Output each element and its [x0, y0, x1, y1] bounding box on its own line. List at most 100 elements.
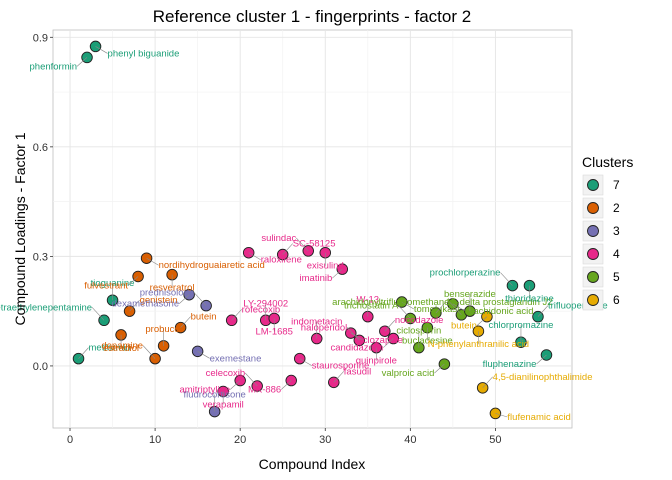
- point-label: amitriptyline: [179, 385, 230, 396]
- x-tick-label: 50: [489, 434, 501, 446]
- x-tick-label: 40: [404, 434, 416, 446]
- point-label: bucladesine: [402, 336, 453, 347]
- label-leader-line: [482, 376, 493, 389]
- label-leader-line: [500, 272, 513, 286]
- x-tick-label: 20: [234, 434, 246, 446]
- legend-label: 2: [613, 201, 620, 215]
- label-leader-line: [244, 372, 258, 387]
- label-leader-line: [178, 294, 190, 304]
- label-leader-line: [180, 316, 191, 328]
- point-label: staurosporine: [312, 361, 370, 372]
- label-leader-line: [91, 307, 105, 321]
- label-leader-line: [398, 305, 411, 319]
- point-label: exisulind: [307, 261, 344, 272]
- point-label: nordihydroguaiaretic acid: [159, 260, 265, 271]
- point-label: indometacin: [291, 317, 342, 328]
- point-label: prochlorperazine: [430, 268, 501, 279]
- point-label: trifluoperazine: [548, 301, 608, 312]
- label-leader-line: [95, 46, 108, 54]
- label-leader-line: [281, 380, 292, 390]
- point-label: ciclosporin: [396, 326, 441, 337]
- x-axis-title: Compound Index: [259, 456, 366, 472]
- point-label: dopamine: [101, 341, 143, 352]
- label-leader-line: [537, 305, 549, 317]
- y-tick-label: 0.3: [33, 251, 48, 263]
- legend-swatch: [587, 202, 599, 214]
- label-leader-line: [146, 257, 159, 266]
- point-label: butein: [451, 321, 477, 332]
- legend-swatch: [587, 294, 599, 306]
- chart-title: Reference cluster 1 - fingerprints - fac…: [153, 7, 471, 26]
- point-label: arachidonic acid: [465, 306, 534, 317]
- point-label: fulvestrant: [84, 280, 128, 291]
- point-label: genistein: [140, 295, 178, 306]
- label-leader-line: [229, 380, 241, 390]
- legend-swatch: [587, 179, 599, 191]
- x-tick-label: 10: [149, 434, 161, 446]
- point-label: estradiol: [103, 343, 139, 354]
- point-label: benserazide: [444, 289, 496, 300]
- label-leader-line: [347, 327, 360, 341]
- label-leader-line: [127, 276, 139, 286]
- y-tick-label: 0.9: [33, 32, 48, 44]
- label-leader-line: [401, 301, 414, 310]
- point-label: tomelukast: [414, 304, 460, 315]
- y-tick-label: 0.6: [33, 142, 48, 154]
- point-label: probucol: [145, 324, 181, 335]
- point-label: tetraethylenepentamine: [0, 302, 92, 313]
- point-label: 4,5-dianilinophthalimide: [493, 372, 593, 383]
- label-leader-line: [231, 309, 242, 321]
- label-leader-line: [129, 299, 140, 312]
- point-label: butein: [191, 312, 217, 323]
- point-label: quinpirole: [356, 356, 397, 367]
- gridlines: [53, 30, 572, 428]
- point-labels: metformin phenformin phenyl biguanide tetra…: [0, 46, 608, 423]
- label-leader-line: [197, 351, 210, 359]
- label-leader-line: [350, 332, 363, 341]
- y-tick-label: 0.0: [33, 361, 48, 373]
- point-label: sulindac: [261, 233, 296, 244]
- point-label: phenformin: [30, 61, 78, 72]
- point-label: haloperidol: [301, 322, 347, 333]
- point-label: dexamethasone: [112, 299, 180, 310]
- label-leader-line: [333, 371, 344, 383]
- legend-label: 7: [613, 178, 620, 192]
- legend-swatch: [587, 248, 599, 260]
- legend-label: 3: [613, 224, 620, 238]
- label-leader-line: [536, 354, 547, 365]
- label-leader-line: [383, 338, 394, 348]
- point-label: N-phenylanthranilic acid: [428, 339, 529, 350]
- label-leader-line: [452, 303, 466, 312]
- label-leader-line: [299, 358, 312, 366]
- point-label: tioguanine: [91, 278, 135, 289]
- point-label: resveratrol: [150, 283, 195, 294]
- point-label: valproic acid: [382, 368, 435, 379]
- point-label: clozapine: [363, 335, 403, 346]
- legend: Clusters 7 2 3 4 5 6: [582, 154, 633, 311]
- x-axis-ticks: 0 10 20 30 40 50: [67, 428, 502, 446]
- point-label: chlorpromazine: [488, 320, 553, 331]
- point-label: celecoxib: [206, 368, 246, 379]
- x-tick-label: 30: [319, 434, 331, 446]
- legend-label: 5: [613, 270, 620, 284]
- label-leader-line: [78, 347, 89, 359]
- x-tick-label: 0: [67, 434, 73, 446]
- point-label: fluphenazine: [483, 359, 537, 370]
- label-leader-line: [434, 363, 445, 374]
- label-leader-line: [76, 57, 88, 67]
- label-leader-line: [282, 243, 293, 255]
- point-label: candidazolin: [330, 343, 383, 354]
- label-leader-line: [193, 292, 207, 306]
- point-label: trichostatin A: [344, 300, 399, 311]
- point-label: fasudil: [344, 366, 371, 377]
- point-label: thioridazine: [505, 294, 554, 305]
- label-leader-line: [435, 301, 447, 314]
- point-label: metformin: [89, 343, 131, 354]
- point-label: verapamil: [203, 399, 244, 410]
- legend-label: 6: [613, 293, 620, 307]
- point-label: MK-886: [248, 385, 281, 396]
- legend-label: 4: [613, 247, 620, 261]
- point-label: fludrocortisone: [183, 390, 245, 401]
- point-label: phenyl biguanide: [108, 48, 180, 59]
